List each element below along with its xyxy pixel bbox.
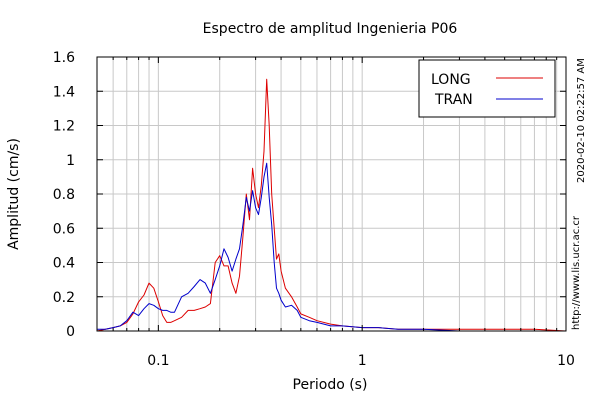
tick-labels: 0 0.2 0.4 0.6 0.8 1 1.2 1.4 1.6 0.1 1 10 — [53, 50, 575, 369]
y-tick-label: 0.4 — [53, 256, 75, 272]
x-tick-label: 10 — [557, 353, 575, 369]
y-tick-label: 0.8 — [53, 187, 75, 203]
chart-title: Espectro de amplitud Ingenieria P06 — [203, 21, 458, 37]
y-tick-label: 1 — [66, 153, 75, 169]
legend-label-long: LONG — [431, 72, 471, 88]
y-tick-label: 0 — [66, 324, 75, 340]
y-tick-label: 0.2 — [53, 290, 75, 306]
series-line-tran — [97, 162, 566, 332]
x-tick-label: 1 — [358, 353, 367, 369]
x-tick-label: 0.1 — [147, 353, 169, 369]
series-layer — [96, 78, 567, 332]
legend-box — [418, 59, 556, 118]
ticks — [96, 56, 566, 332]
legend: LONG TRAN — [418, 59, 556, 118]
y-tick-label: 1.4 — [53, 84, 75, 100]
x-axis-label: Periodo (s) — [293, 377, 368, 393]
legend-label-tran: TRAN — [434, 92, 473, 108]
y-axis-label: Amplitud (cm/s) — [6, 138, 22, 250]
series-line-long — [96, 78, 567, 332]
grid — [96, 57, 566, 331]
y-tick-label: 1.2 — [53, 119, 75, 135]
url-text: http://www.lis.ucr.ac.cr — [571, 215, 582, 330]
y-tick-label: 0.6 — [53, 221, 75, 237]
timestamp-text: 2020-02-10 02:22:57 AM — [576, 58, 587, 183]
y-tick-label: 1.6 — [53, 50, 75, 66]
